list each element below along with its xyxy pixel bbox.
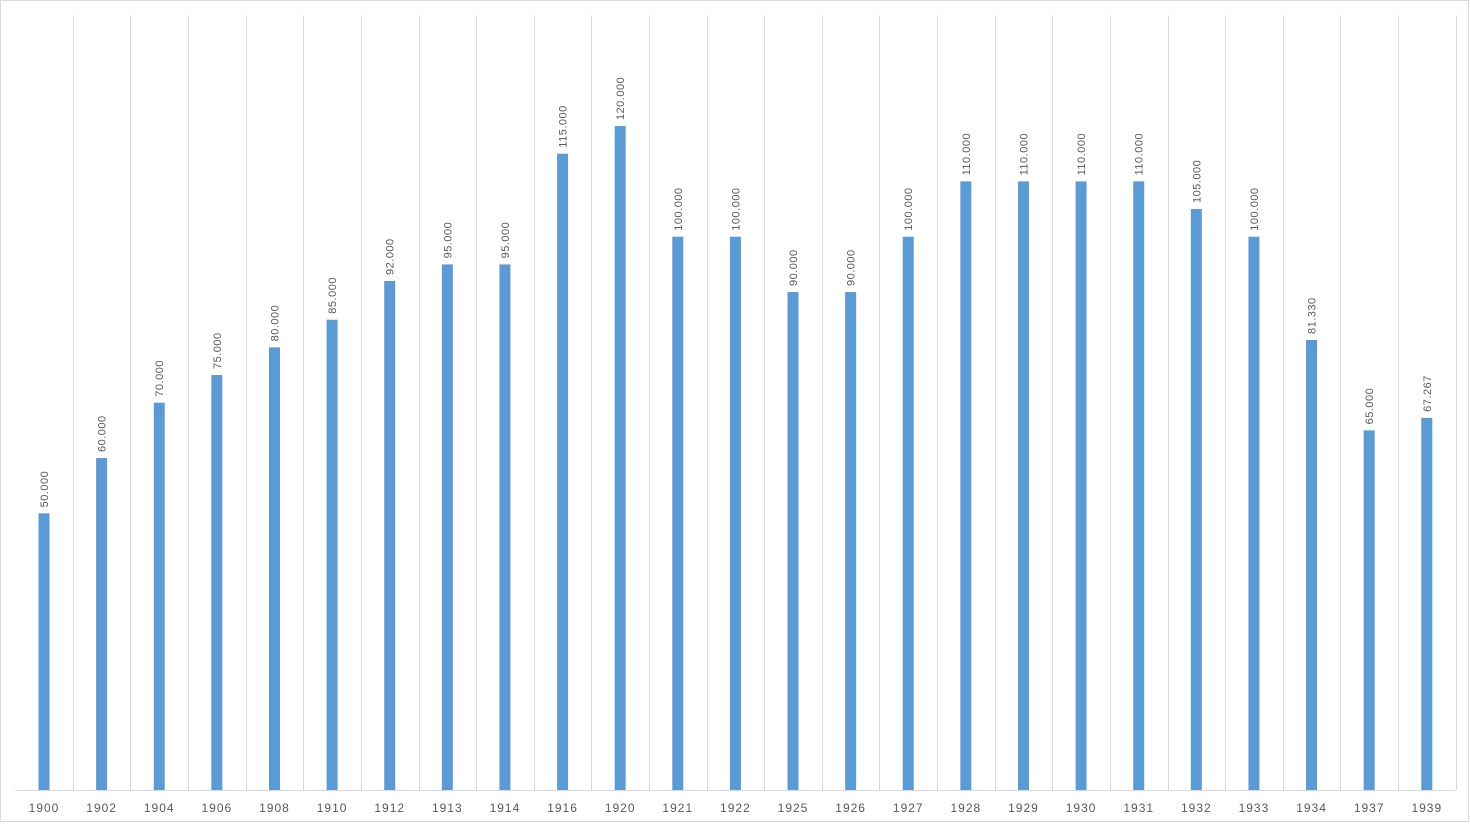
x-tick-label: 1929 — [1008, 801, 1039, 815]
data-label: 75.000 — [212, 332, 224, 369]
x-tick-label: 1925 — [778, 801, 809, 815]
data-label: 95.000 — [500, 222, 512, 259]
data-label: 110.000 — [1018, 133, 1030, 175]
bar-1904 — [153, 402, 165, 790]
data-label: 100.000 — [903, 187, 915, 230]
bar-1916 — [557, 153, 569, 790]
x-tick-label: 1921 — [662, 801, 693, 815]
data-label: 90.000 — [846, 249, 858, 286]
data-label: 110.000 — [961, 133, 973, 175]
x-tick-label: 1912 — [374, 801, 405, 815]
data-label: 95.000 — [442, 222, 454, 259]
x-tick-label: 1926 — [835, 801, 866, 815]
bar-1912 — [384, 280, 396, 790]
x-tick-label: 1927 — [893, 801, 924, 815]
bar-1914 — [499, 264, 511, 791]
bar-1933 — [1248, 236, 1260, 790]
bar-1937 — [1363, 430, 1375, 790]
bar-1928 — [960, 181, 972, 790]
x-tick-label: 1932 — [1181, 801, 1212, 815]
data-label: 100.000 — [673, 187, 685, 230]
x-tick-label: 1910 — [317, 801, 348, 815]
bar-1902 — [96, 458, 108, 790]
data-label: 70.000 — [154, 360, 166, 397]
x-tick-label: 1939 — [1411, 801, 1442, 815]
x-tick-label: 1937 — [1354, 801, 1385, 815]
bar-1922 — [729, 236, 741, 790]
data-label: 65.000 — [1364, 388, 1376, 425]
x-tick-label: 1922 — [720, 801, 751, 815]
x-tick-label: 1934 — [1296, 801, 1327, 815]
x-tick-label: 1920 — [605, 801, 636, 815]
data-label: 92.000 — [385, 238, 397, 275]
x-tick-label: 1914 — [490, 801, 521, 815]
bar-1913 — [441, 264, 453, 791]
x-tick-label: 1928 — [951, 801, 982, 815]
data-label: 81.330 — [1307, 297, 1319, 334]
data-label: 90.000 — [788, 249, 800, 286]
x-tick-label: 1931 — [1123, 801, 1154, 815]
x-tick-label: 1913 — [432, 801, 463, 815]
x-tick-label: 1904 — [144, 801, 175, 815]
data-label: 100.000 — [1249, 187, 1261, 230]
bar-1921 — [672, 236, 684, 790]
x-tick-label: 1902 — [86, 801, 117, 815]
x-tick-label: 1906 — [202, 801, 233, 815]
bar-1932 — [1190, 209, 1202, 791]
data-label: 80.000 — [269, 305, 281, 342]
bar-1908 — [268, 347, 280, 790]
bar-1931 — [1133, 181, 1145, 790]
data-label: 100.000 — [730, 187, 742, 230]
bar-1906 — [211, 375, 223, 790]
x-tick-label: 1900 — [29, 801, 60, 815]
x-tick-label: 1930 — [1066, 801, 1097, 815]
bar-1900 — [38, 513, 50, 790]
bar-1930 — [1075, 181, 1087, 790]
bar-1927 — [902, 236, 914, 790]
x-tick-label: 1916 — [547, 801, 578, 815]
data-label: 85.000 — [327, 277, 339, 314]
data-label: 60.000 — [97, 415, 109, 452]
data-label: 67.267 — [1422, 375, 1434, 412]
data-label: 105.000 — [1191, 160, 1203, 203]
bar-1926 — [845, 292, 857, 790]
bar-1910 — [326, 319, 338, 790]
bar-1934 — [1306, 340, 1318, 790]
bar-1939 — [1421, 417, 1433, 790]
x-tick-label: 1933 — [1239, 801, 1270, 815]
x-tick-label: 1908 — [259, 801, 290, 815]
data-label: 50.000 — [39, 471, 51, 508]
bar-1925 — [787, 292, 799, 790]
data-label: 110.000 — [1076, 133, 1088, 175]
bar-1929 — [1017, 181, 1029, 790]
data-label: 115.000 — [558, 105, 570, 147]
bar-1920 — [614, 126, 626, 791]
data-label: 110.000 — [1134, 133, 1146, 175]
data-label: 120.000 — [615, 77, 627, 120]
